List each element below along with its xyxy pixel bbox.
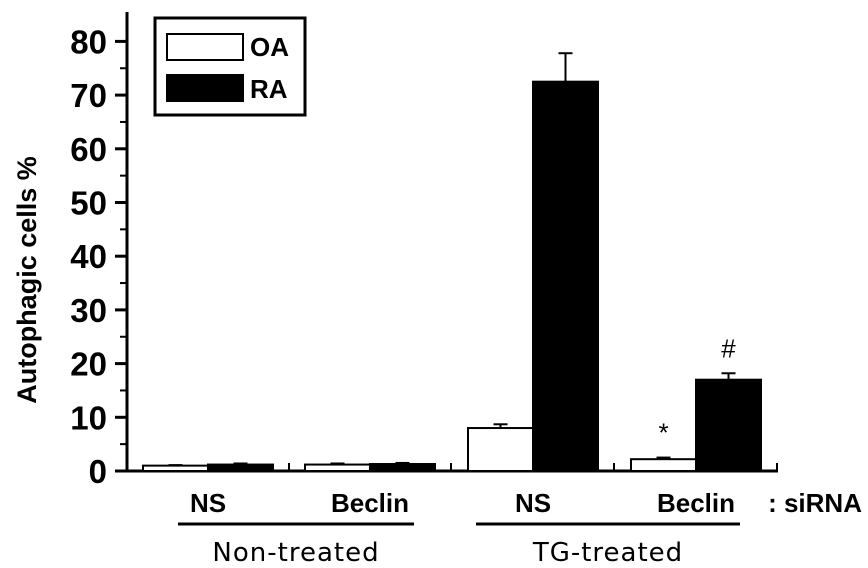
bar-oa-2: [304, 463, 371, 472]
y-tick-label: 20: [70, 346, 107, 383]
y-tick-label: 30: [70, 292, 107, 329]
legend-swatch-oa: [166, 33, 244, 61]
legend-swatch-ra: [166, 74, 244, 102]
x-category-label: NS: [515, 488, 551, 518]
bar-oa-3: [467, 427, 534, 473]
group-label: TG-treated: [532, 538, 683, 568]
bar-ra-1: [207, 463, 274, 472]
group-labels: Non-treated TG-treated: [178, 522, 740, 568]
bar-ra-3: [532, 80, 599, 473]
y-tick-label: 0: [89, 453, 107, 490]
y-tick-label: 50: [70, 185, 107, 222]
category-labels: NS Beclin NS Beclin: [190, 488, 735, 518]
legend-label-oa: OA: [250, 32, 289, 62]
significance-marker: #: [721, 333, 736, 363]
y-tick-label: 80: [70, 23, 107, 60]
significance-marker: *: [658, 418, 668, 448]
y-tick-label: 60: [70, 131, 107, 168]
bar-oa-4: [630, 458, 697, 473]
annotations: *#: [658, 333, 736, 447]
category-suffix: : siRNA: [768, 488, 862, 518]
legend: OA RA: [153, 16, 307, 117]
y-tick-label: 40: [70, 238, 107, 275]
y-ticks: 0 10 20 30 40 50 60 70 80: [70, 23, 127, 490]
x-category-label: Beclin: [657, 488, 735, 518]
legend-label-ra: RA: [250, 74, 288, 104]
bar-ra-4: [695, 378, 762, 472]
y-tick-label: 70: [70, 77, 107, 114]
bars: [126, 52, 778, 473]
x-category-label: Beclin: [331, 488, 409, 518]
y-axis-title: Autophagic cells %: [12, 156, 42, 404]
y-tick-label: 10: [70, 399, 107, 436]
x-category-label: NS: [190, 488, 226, 518]
bar-oa-1: [142, 464, 209, 473]
group-label: Non-treated: [212, 538, 379, 568]
bar-ra-2: [369, 463, 436, 473]
